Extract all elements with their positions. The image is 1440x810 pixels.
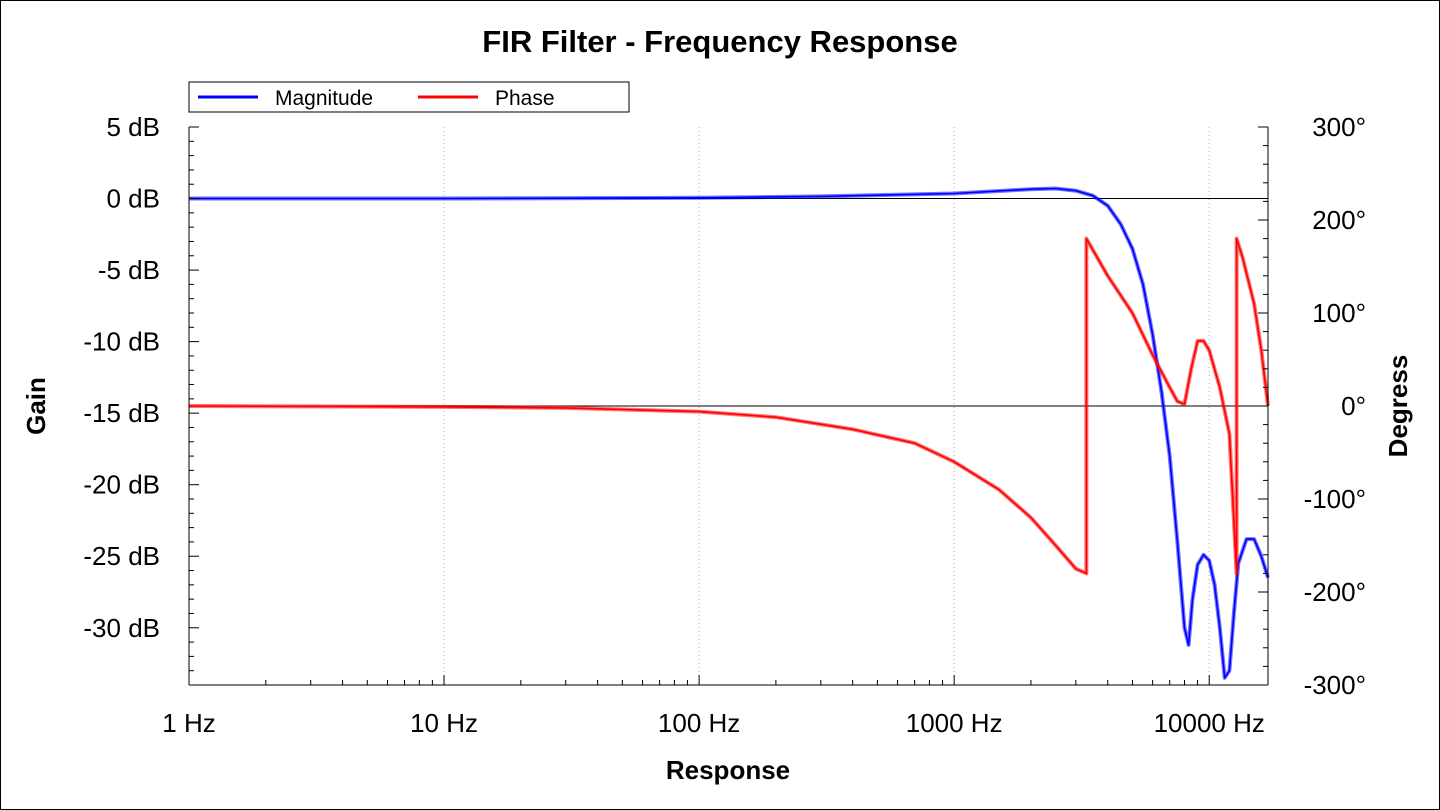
series-glow-magnitude: [189, 186, 1270, 680]
y-left-tick-label: -30 dB: [83, 613, 160, 643]
y-left-tick-label: -15 dB: [83, 398, 160, 428]
grid-lines: [443, 127, 1210, 685]
y-left-tick-label: 0 dB: [107, 184, 161, 214]
y-right-tick-label: -200°: [1304, 577, 1366, 607]
tick-marks: [188, 126, 1268, 686]
x-tick-label: 1000 Hz: [906, 708, 1003, 738]
y-left-tick-label: -10 dB: [83, 327, 160, 357]
x-tick-label: 10000 Hz: [1154, 708, 1265, 738]
x-tick-label: 10 Hz: [410, 708, 478, 738]
y-left-tick-label: -5 dB: [98, 255, 160, 285]
x-tick-label: 1 Hz: [162, 708, 215, 738]
x-tick-label: 100 Hz: [658, 708, 740, 738]
series-line-phase: [188, 237, 1269, 575]
tick-labels: 1 Hz 10 Hz 100 Hz 1000 Hz 10000 Hz 5 dB 0 dB -5…: [83, 112, 1366, 738]
legend-label-phase: Phase: [495, 87, 555, 110]
y-axis-left-title: Gain: [21, 377, 51, 435]
legend: Magnitude Phase: [188, 81, 630, 113]
legend-box: [188, 81, 630, 113]
y-axis-right-title: Degress: [1383, 355, 1413, 458]
chart-title: FIR Filter - Frequency Response: [482, 24, 957, 59]
plot-series: [188, 186, 1270, 680]
y-left-tick-label: -25 dB: [83, 541, 160, 571]
zero-reference-lines: [189, 198, 1268, 407]
x-axis-title: Response: [666, 755, 790, 785]
y-right-tick-label: 200°: [1312, 205, 1366, 235]
y-left-tick-label: -20 dB: [83, 470, 160, 500]
legend-label-magnitude: Magnitude: [275, 87, 373, 110]
y-right-tick-label: -100°: [1304, 484, 1366, 514]
y-left-tick-label: 5 dB: [107, 112, 161, 142]
y-right-tick-label: 100°: [1312, 298, 1366, 328]
y-right-tick-label: 300°: [1312, 112, 1366, 142]
series-line-magnitude: [189, 187, 1269, 679]
y-right-tick-label: 0°: [1341, 391, 1366, 421]
y-right-tick-label: -300°: [1304, 670, 1366, 700]
